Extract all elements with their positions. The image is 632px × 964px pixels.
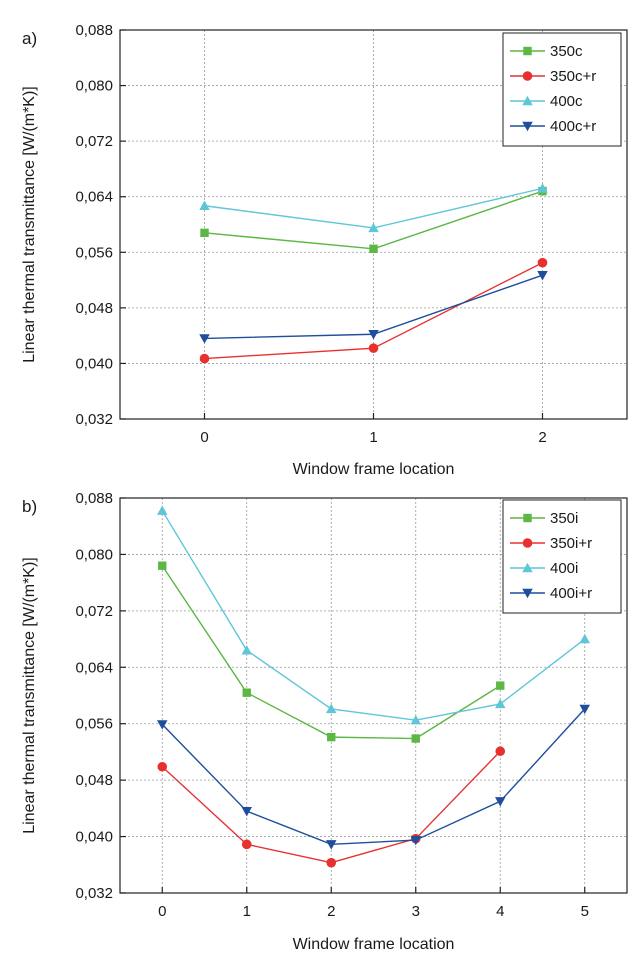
chart-panel-a: a) 0,032 0,040 0,048 0,056 0,064 0,072 0,080 0,0… — [21, 22, 628, 478]
legend-marker — [522, 121, 533, 132]
data-point-400i+r — [495, 797, 506, 807]
data-point-350i+r — [157, 761, 168, 772]
y-tick-label: 0,088 — [75, 490, 113, 507]
data-point-350c+r — [199, 353, 210, 364]
panel-label: a) — [22, 29, 37, 48]
x-tick-label: 2 — [327, 903, 335, 920]
y-tick-label: 0,056 — [75, 716, 113, 733]
y-tick-label: 0,088 — [75, 22, 113, 39]
legend-label: 350c — [550, 43, 583, 60]
data-point-400c+r — [537, 271, 548, 281]
data-point-350i — [411, 734, 420, 743]
x-tick-label: 5 — [581, 903, 589, 920]
data-point-400c+r — [368, 330, 379, 340]
legend-marker — [522, 71, 533, 81]
y-axis-title: Linear thermal transmittance [W/(m*K)] — [21, 86, 38, 363]
y-tick-label: 0,040 — [75, 355, 113, 372]
data-point-350i+r — [241, 839, 252, 850]
legend-label: 400i+r — [550, 585, 592, 602]
y-tick-label: 0,048 — [75, 300, 113, 317]
legend-marker — [523, 513, 532, 523]
data-point-350c+r — [537, 257, 548, 268]
y-tick-label: 0,072 — [75, 603, 113, 620]
legend-box — [502, 32, 622, 147]
data-point-400c+r — [199, 334, 210, 344]
legend-label: 350i — [550, 510, 578, 527]
y-tick-label: 0,040 — [75, 829, 113, 846]
data-point-350i+r — [495, 746, 506, 757]
data-point-400c — [537, 183, 548, 193]
y-tick-label: 0,032 — [75, 885, 113, 902]
plot-frame — [119, 497, 628, 894]
series-line-400i+r — [161, 708, 586, 846]
data-point-350i — [327, 732, 336, 742]
legend-label: 400i — [550, 560, 578, 577]
legend-box — [502, 499, 622, 614]
legend-marker — [522, 588, 533, 599]
y-tick-label: 0,080 — [75, 546, 113, 563]
y-tick-label: 0,056 — [75, 244, 113, 261]
data-point-400i+r — [241, 806, 252, 817]
chart-panel-b: b) 0,032 0,040 0,048 0,056 0,064 0,072 0,080 0,0… — [21, 490, 628, 953]
data-point-400i — [410, 714, 421, 725]
data-point-350c — [200, 228, 209, 238]
y-tick-label: 0,072 — [75, 133, 113, 150]
data-point-350i — [158, 561, 167, 570]
x-tick-label: 1 — [369, 429, 377, 446]
data-point-400i+r — [157, 720, 168, 730]
data-point-350c — [369, 244, 378, 254]
series-line-400i — [161, 510, 586, 721]
legend-label: 350i+r — [550, 535, 592, 552]
data-point-350i — [496, 681, 505, 690]
data-point-350i — [242, 688, 251, 697]
legend-label: 350c+r — [550, 68, 596, 85]
legend-label: 400c — [550, 93, 583, 110]
data-point-400i+r — [579, 704, 590, 715]
y-axis-title: Linear thermal transmittance [W/(m*K)] — [21, 557, 38, 834]
x-tick-label: 4 — [496, 903, 504, 920]
x-axis-title: Window frame location — [293, 936, 455, 953]
x-tick-label: 2 — [538, 429, 546, 446]
y-tick-label: 0,048 — [75, 772, 113, 789]
legend-marker — [522, 95, 533, 106]
data-point-400c — [368, 222, 379, 233]
legend-marker — [522, 538, 533, 548]
data-point-400i+r — [410, 835, 421, 846]
legend-marker — [523, 46, 532, 56]
data-point-400i — [495, 698, 506, 709]
data-point-400i — [157, 505, 168, 515]
data-point-400c — [199, 200, 210, 210]
data-point-350c+r — [368, 343, 379, 353]
y-tick-label: 0,032 — [75, 411, 113, 428]
y-tick-label: 0,080 — [75, 78, 113, 95]
data-point-400i — [241, 645, 252, 655]
y-tick-label: 0,064 — [75, 659, 113, 676]
x-tick-label: 3 — [412, 903, 420, 920]
data-point-350i+r — [326, 857, 337, 868]
y-tick-label: 0,064 — [75, 189, 113, 206]
data-point-400i+r — [326, 840, 337, 850]
x-tick-label: 0 — [200, 429, 208, 446]
data-point-400i — [326, 703, 337, 714]
plot-frame — [119, 29, 628, 420]
legend-label: 400c+r — [550, 118, 596, 135]
x-axis-title: Window frame location — [293, 461, 455, 478]
data-point-400i — [579, 633, 590, 644]
x-tick-label: 1 — [243, 903, 251, 920]
panel-label: b) — [22, 497, 37, 516]
legend-marker — [522, 562, 533, 573]
x-tick-label: 0 — [158, 903, 166, 920]
